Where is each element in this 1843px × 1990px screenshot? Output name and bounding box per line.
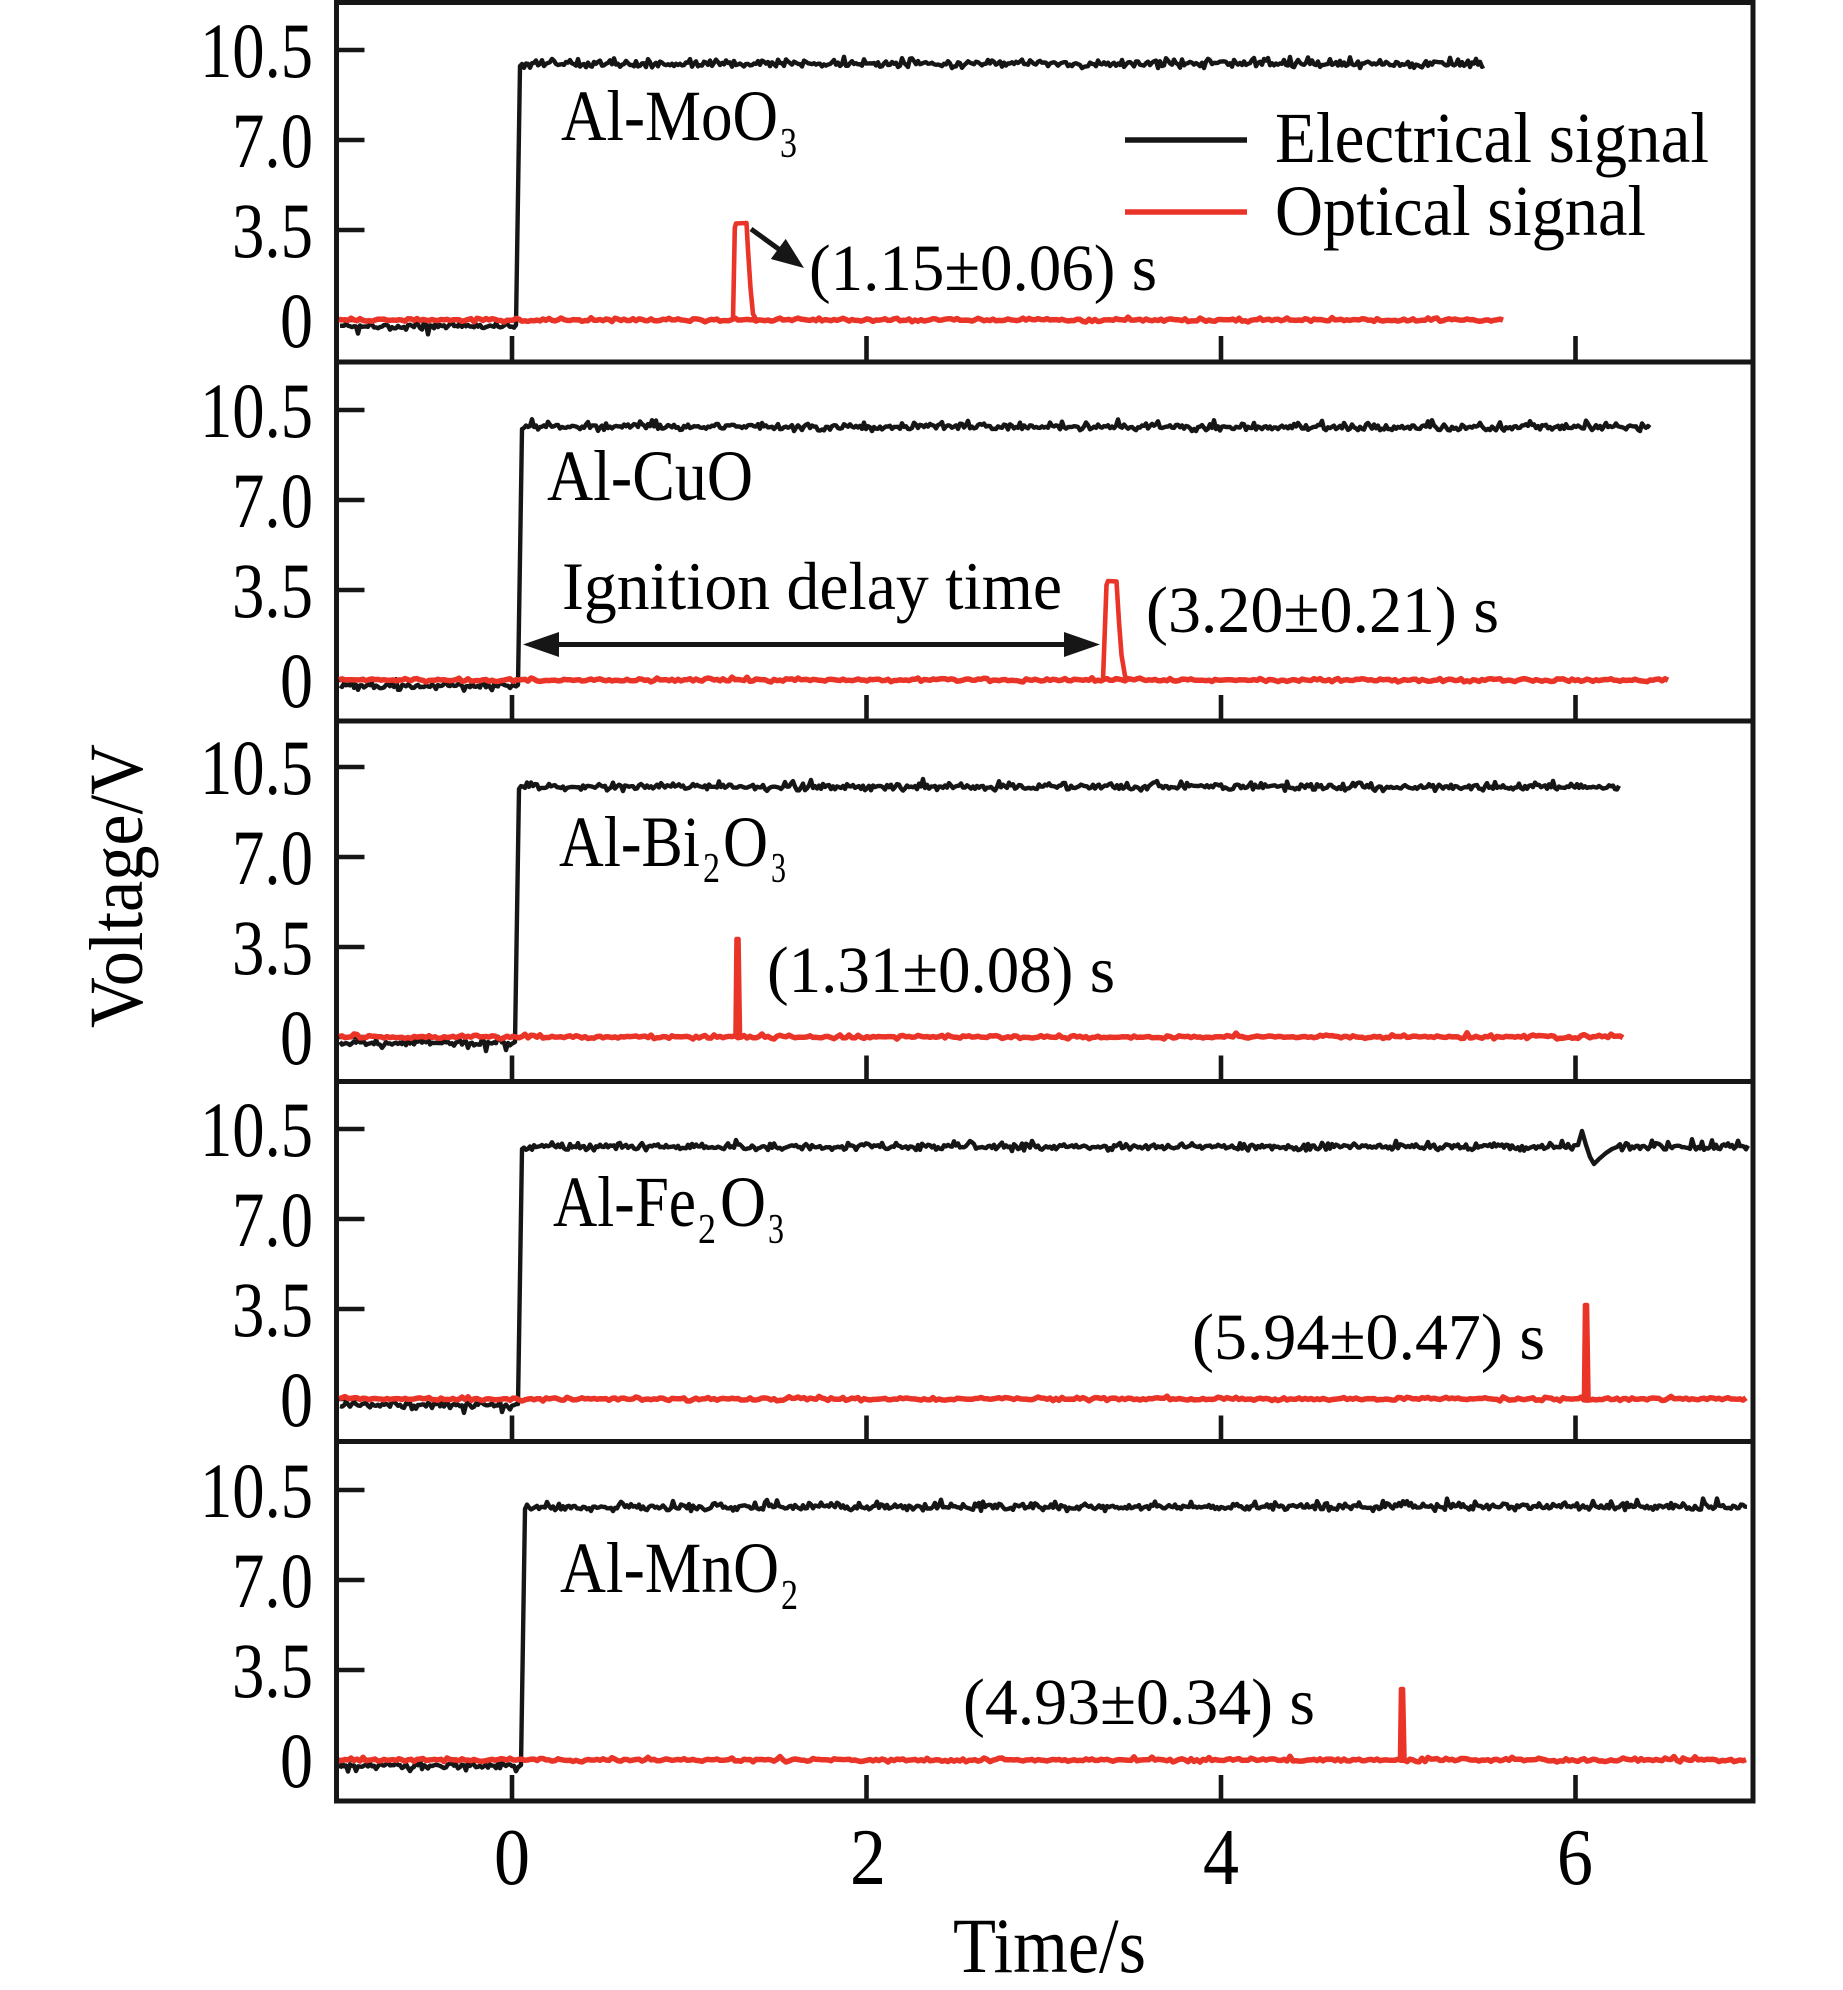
svg-text:Voltage/V: Voltage/V xyxy=(75,744,159,1028)
svg-text:0: 0 xyxy=(280,637,313,724)
svg-text:0: 0 xyxy=(280,994,313,1081)
svg-text:0: 0 xyxy=(280,1356,313,1443)
svg-text:3: 3 xyxy=(780,121,797,167)
svg-text:(4.93±0.34) s: (4.93±0.34) s xyxy=(963,1666,1315,1739)
svg-text:Optical signal: Optical signal xyxy=(1275,171,1646,251)
svg-text:7.0: 7.0 xyxy=(232,814,313,901)
svg-text:Al-Fe: Al-Fe xyxy=(553,1162,696,1242)
svg-text:10.5: 10.5 xyxy=(200,1447,313,1534)
svg-text:0: 0 xyxy=(280,277,313,364)
svg-text:3.5: 3.5 xyxy=(232,1266,313,1353)
svg-text:10.5: 10.5 xyxy=(200,367,313,454)
svg-text:(1.31±0.08) s: (1.31±0.08) s xyxy=(767,934,1115,1007)
svg-text:0: 0 xyxy=(494,1814,530,1902)
svg-text:(5.94±0.47) s: (5.94±0.47) s xyxy=(1192,1301,1545,1374)
svg-text:3.5: 3.5 xyxy=(232,1627,313,1714)
svg-text:3.5: 3.5 xyxy=(232,547,313,634)
svg-text:10.5: 10.5 xyxy=(200,7,313,94)
svg-text:7.0: 7.0 xyxy=(232,457,313,544)
svg-text:(3.20±0.21) s: (3.20±0.21) s xyxy=(1146,574,1499,647)
svg-text:Time/s: Time/s xyxy=(953,1902,1146,1989)
svg-text:(1.15±0.06) s: (1.15±0.06) s xyxy=(809,232,1157,305)
svg-text:6: 6 xyxy=(1557,1814,1593,1902)
svg-text:Al-Bi: Al-Bi xyxy=(559,802,700,882)
svg-text:7.0: 7.0 xyxy=(232,97,313,184)
svg-text:Al-MnO: Al-MnO xyxy=(560,1528,779,1608)
svg-text:0: 0 xyxy=(280,1717,313,1804)
svg-text:7.0: 7.0 xyxy=(232,1537,313,1624)
svg-text:O: O xyxy=(723,802,768,882)
svg-text:Al-MoO: Al-MoO xyxy=(561,76,778,156)
svg-text:3.5: 3.5 xyxy=(232,904,313,991)
svg-text:Al-CuO: Al-CuO xyxy=(547,436,753,516)
svg-text:3: 3 xyxy=(771,846,786,892)
svg-text:3.5: 3.5 xyxy=(232,187,313,274)
svg-text:Electrical signal: Electrical signal xyxy=(1275,98,1709,178)
svg-text:O: O xyxy=(720,1162,766,1242)
svg-text:3: 3 xyxy=(768,1207,784,1253)
svg-text:2: 2 xyxy=(698,1207,716,1253)
svg-text:2: 2 xyxy=(703,846,720,892)
svg-text:7.0: 7.0 xyxy=(232,1176,313,1263)
svg-text:10.5: 10.5 xyxy=(200,1086,313,1173)
svg-text:2: 2 xyxy=(850,1814,886,1902)
svg-text:4: 4 xyxy=(1203,1814,1239,1902)
svg-text:2: 2 xyxy=(781,1573,798,1619)
svg-text:10.5: 10.5 xyxy=(200,724,313,811)
svg-text:Ignition delay time: Ignition delay time xyxy=(562,548,1062,624)
